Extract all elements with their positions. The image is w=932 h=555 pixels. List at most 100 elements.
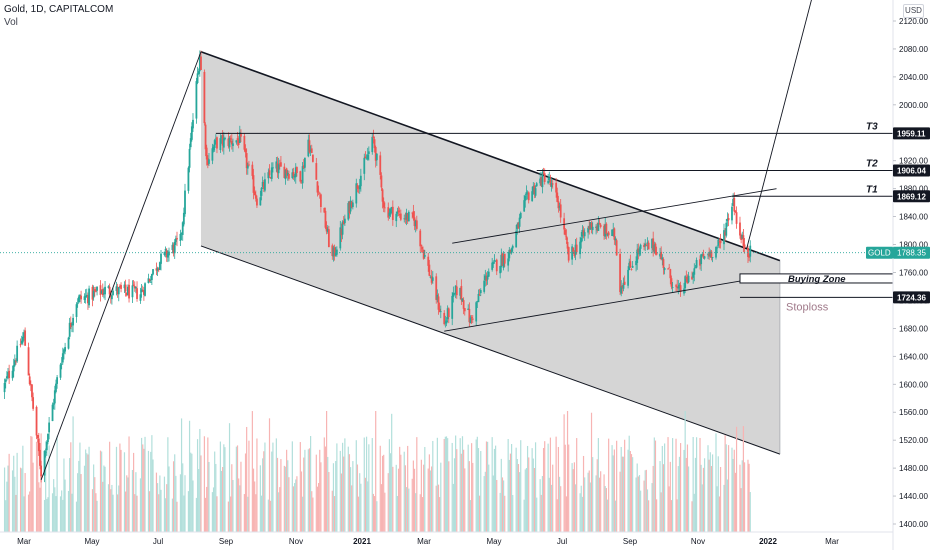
candle-body — [53, 390, 56, 404]
volume-bar — [148, 491, 151, 532]
volume-bar — [239, 485, 241, 532]
volume-bar — [440, 462, 442, 532]
volume-bar — [88, 446, 90, 532]
candle-body — [262, 182, 265, 189]
trendline-4 — [746, 0, 812, 249]
volume-bar — [339, 450, 341, 532]
volume-bar — [246, 426, 248, 532]
candle — [142, 287, 145, 301]
candle-body — [125, 292, 128, 296]
candle-body — [588, 226, 591, 230]
candle-body — [647, 242, 650, 250]
level-label-t1: T1 — [866, 184, 878, 195]
candle — [31, 384, 33, 402]
volume-bar — [381, 455, 384, 532]
volume-bar — [391, 413, 393, 532]
candle — [535, 181, 538, 188]
volume-bar — [166, 484, 168, 532]
candle — [703, 255, 706, 260]
candle-body — [63, 349, 65, 354]
candle-body — [111, 295, 113, 300]
volume-bar — [734, 472, 737, 532]
volume-bar — [485, 441, 488, 532]
volume-bar — [238, 478, 240, 532]
candle — [174, 235, 177, 245]
candle-body — [628, 262, 631, 271]
candle — [27, 342, 30, 376]
volume-bar — [421, 497, 424, 532]
volume-bar — [109, 441, 111, 532]
candle — [324, 207, 327, 230]
volume-bar — [533, 468, 536, 532]
candle — [375, 153, 378, 166]
candle — [100, 289, 103, 295]
candle-body — [692, 272, 695, 278]
candle — [661, 254, 664, 266]
candle — [662, 257, 665, 275]
volume-bar — [78, 460, 80, 532]
candle — [533, 182, 536, 199]
volume-bar — [380, 484, 383, 532]
candle — [69, 316, 72, 330]
volume-bar — [648, 500, 650, 532]
candle-body — [607, 232, 610, 236]
volume-bar — [749, 492, 751, 532]
candle-body — [515, 230, 518, 248]
volume-bar — [222, 467, 224, 532]
candle — [364, 151, 367, 159]
candle-body — [558, 206, 561, 208]
candle — [326, 225, 329, 234]
candle — [471, 315, 474, 324]
candle-body — [76, 303, 79, 305]
candle — [708, 247, 711, 260]
candle-body — [163, 251, 166, 255]
candle — [23, 329, 25, 341]
candle — [372, 129, 375, 144]
candle — [317, 185, 320, 196]
candle — [389, 207, 392, 218]
volume-bar — [413, 468, 416, 532]
candle-body — [310, 148, 313, 153]
volume-bar — [123, 452, 126, 532]
candle-body — [739, 222, 741, 236]
candle — [716, 245, 719, 253]
candle — [229, 135, 232, 143]
volume-bar — [695, 437, 698, 532]
candle — [668, 263, 671, 269]
volume-bar — [479, 495, 481, 532]
currency-badge[interactable]: USD — [903, 4, 924, 18]
candle — [95, 286, 97, 293]
candle-body — [280, 162, 282, 167]
candle — [559, 198, 562, 223]
candle-body — [501, 253, 504, 266]
candle-body — [75, 304, 78, 317]
candle-body — [708, 253, 711, 257]
candle-body — [699, 259, 701, 266]
volume-bar — [236, 445, 239, 532]
candle — [116, 283, 119, 298]
candle-body — [244, 149, 247, 153]
candle — [462, 297, 465, 315]
y-tick-label: 1800.00 — [899, 241, 928, 250]
candle-body — [742, 235, 745, 247]
volume-bar — [748, 463, 750, 532]
candle-body — [315, 163, 318, 180]
candle-body — [229, 138, 232, 140]
candle-body — [123, 284, 126, 289]
candle-body — [412, 211, 415, 218]
candle — [134, 286, 137, 294]
candle — [187, 166, 190, 194]
candle — [654, 242, 657, 256]
candle-body — [398, 214, 401, 216]
volume-bar — [188, 420, 191, 532]
candle-body — [411, 212, 414, 214]
volume-bar — [223, 444, 225, 532]
volume-bar — [228, 423, 231, 532]
candle-body — [565, 236, 568, 240]
candle — [291, 168, 294, 180]
volume-bar — [61, 490, 63, 532]
candle — [240, 129, 242, 143]
volume-bar — [135, 472, 137, 532]
